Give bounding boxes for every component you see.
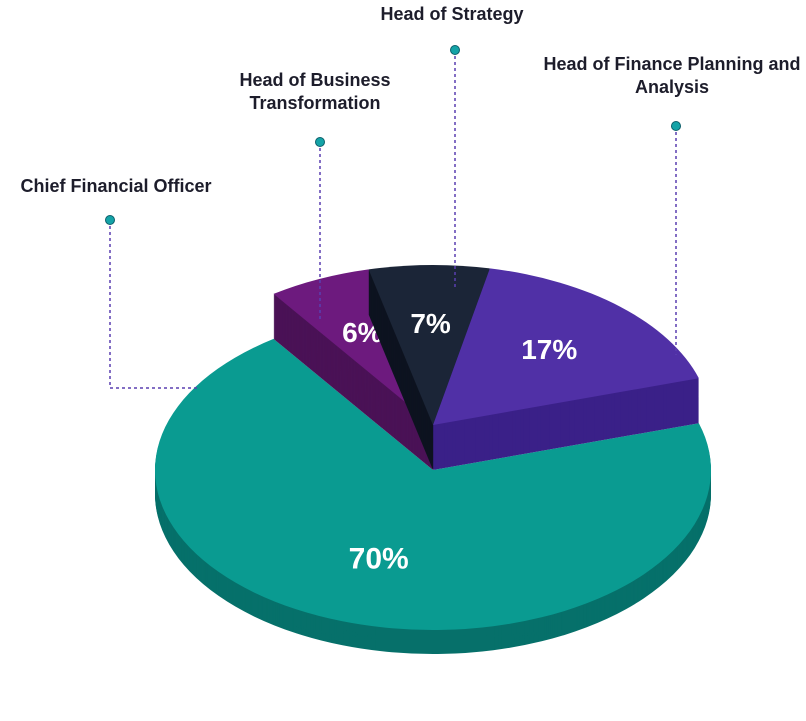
slice-group: 6% (273, 269, 433, 470)
slice (273, 269, 433, 425)
slice (433, 268, 699, 425)
slice (368, 265, 490, 425)
slice-group: 7% (368, 265, 490, 470)
value-label: 70% (349, 543, 409, 576)
category-label: Chief Financial Officer (20, 176, 212, 196)
category-label: Head of Finance Planning and Analysis (543, 54, 801, 97)
category-label: Head of Strategy (380, 4, 524, 24)
slice-group: 17% (433, 268, 699, 470)
slice-group: 70% (155, 338, 712, 654)
leader-line (109, 220, 200, 389)
leader-dot (105, 215, 115, 225)
category-label: Head of Business Transformation (239, 70, 391, 113)
leader-dot (450, 45, 460, 55)
leader-dot (671, 121, 681, 131)
slice (155, 338, 711, 630)
leader-dot (315, 137, 325, 147)
value-label: 7% (410, 308, 451, 339)
value-label: 17% (521, 334, 577, 365)
